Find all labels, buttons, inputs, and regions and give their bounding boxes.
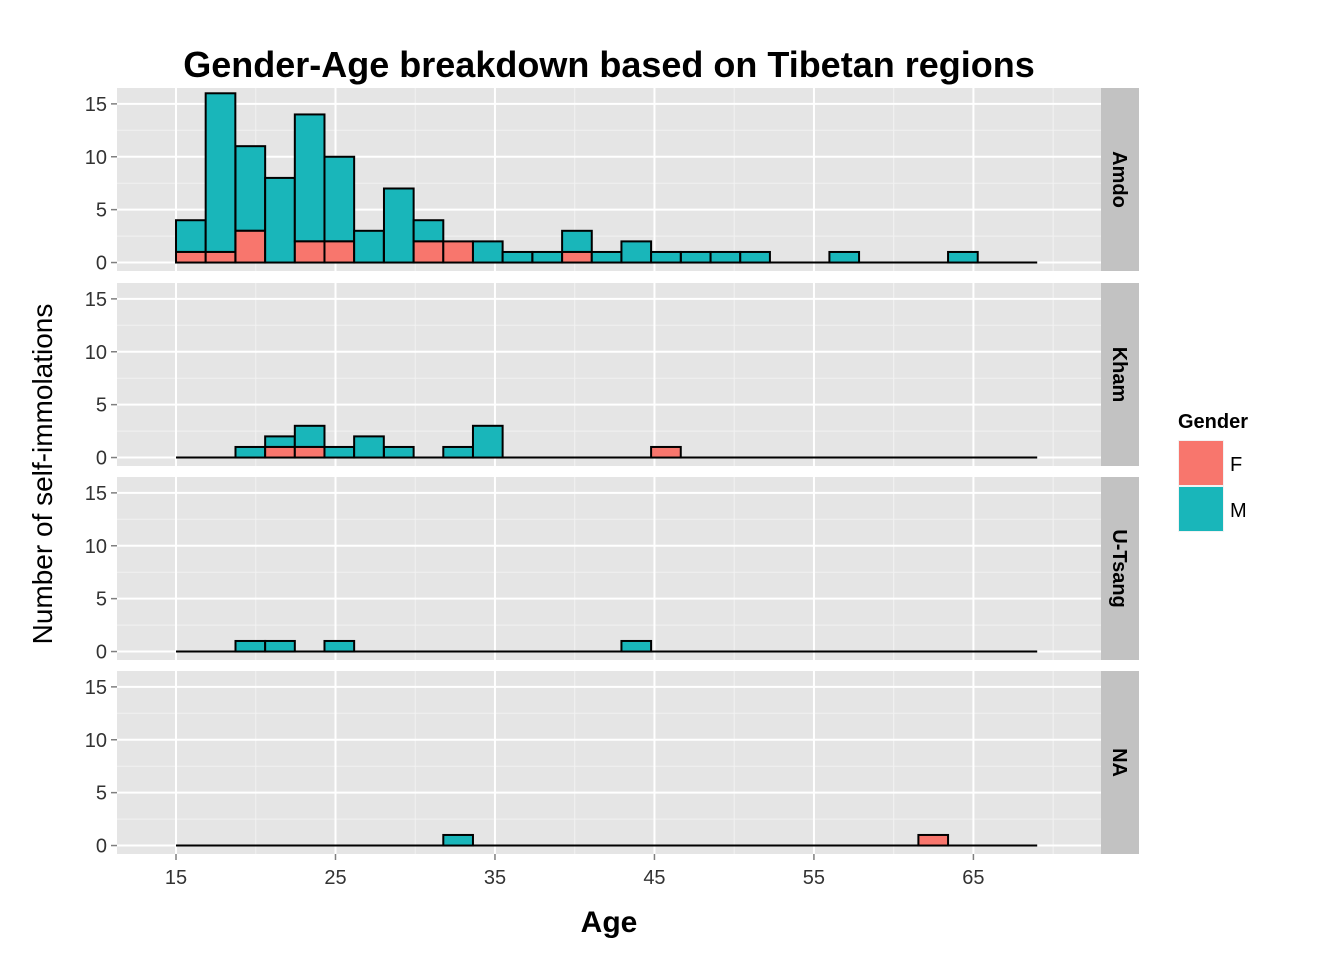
bar-m (471, 240, 504, 264)
bar-m (323, 155, 356, 243)
bar-f (293, 240, 326, 264)
x-tick-label: 45 (643, 867, 665, 889)
y-tick-label: 15 (85, 289, 107, 311)
facet-strip (1101, 671, 1139, 854)
bar-m (353, 229, 385, 264)
x-axis: 15 25 35 45 55 65 (165, 854, 985, 889)
panel-background (117, 671, 1101, 854)
y-tick-label: 5 (96, 589, 107, 611)
facet-panels: 0 5 10 15 Amdo 0 5 10 15 Kham 0 5 10 15 U-Tsang 0 5 10 15 N… (85, 88, 1139, 858)
x-tick-label: 65 (962, 867, 984, 889)
facet-strip-label: NA (1108, 748, 1130, 777)
bar-m (382, 445, 415, 459)
y-tick-label: 10 (85, 536, 107, 558)
bar-m (531, 250, 564, 264)
bar-m (293, 113, 326, 243)
facet-strip-label: U-Tsang (1108, 529, 1130, 608)
facet-panel-amdo: 0 5 10 15 Amdo (85, 88, 1139, 275)
bar-m (679, 250, 712, 264)
bar-m (323, 445, 356, 459)
facet-panel-kham: 0 5 10 15 Kham (85, 283, 1139, 470)
bar-f (264, 445, 296, 459)
panel-background (117, 477, 1101, 660)
bar-m (561, 229, 593, 253)
bar-m (412, 219, 445, 243)
facet-strip-label: Amdo (1108, 151, 1130, 208)
facet-strip-label: Kham (1108, 347, 1130, 403)
facet-panel-na: 0 5 10 15 NA (85, 671, 1139, 858)
x-tick-label: 25 (324, 867, 346, 889)
facet-panel-u-tsang: 0 5 10 15 U-Tsang (85, 477, 1139, 664)
y-tick-label: 5 (96, 200, 107, 222)
bar-m (234, 445, 267, 459)
bar-m (620, 240, 653, 264)
bar-m (442, 445, 474, 459)
y-tick-label: 15 (85, 94, 107, 116)
facet-strip (1101, 88, 1139, 271)
facet-strip (1101, 283, 1139, 466)
facet-strip (1101, 477, 1139, 660)
bar-f (650, 445, 682, 459)
bar-f (175, 250, 207, 264)
y-tick-label: 5 (96, 783, 107, 805)
bar-m (739, 250, 771, 264)
bar-m (947, 250, 979, 264)
legend-label-f: F (1230, 454, 1242, 476)
bar-m (590, 250, 623, 264)
bar-f (412, 240, 445, 264)
y-tick-label: 0 (96, 448, 107, 470)
bar-f (561, 250, 593, 264)
bar-f (234, 229, 267, 264)
bar-m (234, 145, 267, 232)
legend: Gender F M (1178, 411, 1248, 532)
legend-label-m: M (1230, 500, 1247, 522)
legend-swatch-f (1179, 441, 1223, 485)
y-tick-label: 15 (85, 677, 107, 699)
bar-f (204, 250, 237, 264)
bar-f (442, 240, 474, 264)
bar-m (264, 435, 296, 448)
bar-m (828, 250, 861, 264)
y-axis-label: Number of self-immolations (27, 304, 58, 645)
bar-m (501, 250, 534, 264)
bar-m (709, 250, 742, 264)
y-tick-label: 0 (96, 642, 107, 664)
bar-m (650, 250, 682, 264)
x-tick-label: 55 (803, 867, 825, 889)
legend-title: Gender (1178, 411, 1248, 433)
bar-m (293, 424, 326, 448)
x-tick-label: 15 (165, 867, 187, 889)
bar-f (323, 240, 356, 264)
chart-title: Gender-Age breakdown based on Tibetan re… (183, 44, 1034, 85)
bar-m (204, 92, 237, 253)
bar-m (175, 219, 207, 253)
y-tick-label: 0 (96, 836, 107, 858)
legend-swatch-m (1179, 487, 1223, 531)
bar-m (264, 176, 296, 264)
bar-m (264, 639, 296, 653)
y-tick-label: 0 (96, 253, 107, 275)
bar-m (234, 639, 267, 653)
x-axis-label: Age (581, 906, 638, 939)
x-tick-label: 35 (484, 867, 506, 889)
bar-m (471, 424, 504, 459)
y-tick-label: 15 (85, 483, 107, 505)
bar-f (293, 445, 326, 459)
bar-m (353, 435, 385, 459)
bar-m (323, 639, 356, 653)
y-tick-label: 5 (96, 395, 107, 417)
bar-m (442, 833, 474, 847)
y-tick-label: 10 (85, 342, 107, 364)
bar-m (620, 639, 653, 653)
y-tick-label: 10 (85, 730, 107, 752)
bar-m (382, 187, 415, 264)
y-tick-label: 10 (85, 147, 107, 169)
bar-f (917, 833, 950, 847)
